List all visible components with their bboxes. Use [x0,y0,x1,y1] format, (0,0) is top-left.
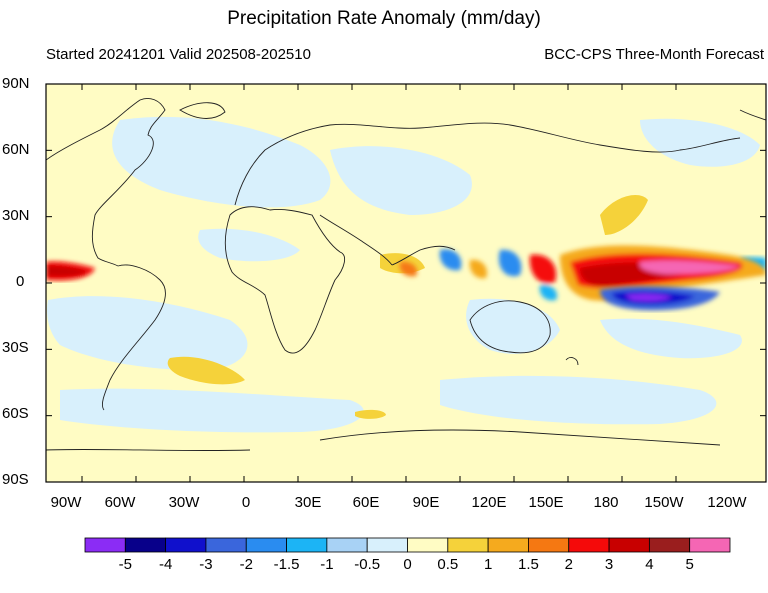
colorbar-label: -1.5 [273,556,300,573]
lat-label-60s: 60S [2,405,29,422]
lon-label-30e: 30E [294,494,322,511]
lat-label-60n: 60N [2,141,30,158]
colorbar-swatch [245,537,287,553]
maritime-continent-mixed [399,249,558,301]
lon-label-120e: 120E [471,494,507,511]
colorbar-swatch [447,537,489,553]
colorbar-swatch [689,537,731,553]
colorbar-label: 0 [403,556,412,573]
lat-label-90n: 90N [2,75,30,92]
colorbar-label: 1 [483,556,493,573]
colorbar-label: 2 [564,556,573,573]
axis-ticks [46,83,766,483]
pacific-positive-band [560,245,766,301]
colorbar-swatch [205,537,247,553]
colorbar-swatch [568,537,610,553]
colorbar-swatch [407,537,449,553]
weak-negative-regions [47,116,760,433]
colorbar-swatch [608,537,650,553]
coastlines [46,98,766,452]
subtitle-model: BCC-CPS Three-Month Forecast [544,46,764,63]
colorbar-swatch [286,537,328,553]
lat-label-90s: 90S [2,471,29,488]
colorbar-swatch [487,537,529,553]
lon-label-150e: 150E [528,494,564,511]
colorbar-swatch [528,537,570,553]
lat-label-0: 0 [16,273,25,290]
map-title: Precipitation Rate Anomaly (mm/day) [227,8,541,29]
colorbar-swatch [165,537,207,553]
colorbar-label: -0.5 [354,556,381,573]
lon-label-90e: 90E [412,494,440,511]
colorbar-swatch [84,537,126,553]
colorbar-swatch [326,537,368,553]
lon-label-180: 180 [593,494,619,511]
lon-label-90w: 90W [50,494,82,511]
lon-label-150w: 150W [644,494,684,511]
colorbar-label: 4 [645,556,654,573]
subtitle-dates: Started 20241201 Valid 202508-202510 [46,46,311,63]
colorbar-label: 0.5 [437,556,459,573]
colorbar-label: 5 [685,556,694,573]
lat-label-30n: 30N [2,207,30,224]
anomaly-field [46,116,766,433]
pacific-negative-band [600,286,720,311]
colorbar-label: -3 [199,556,213,573]
colorbar-swatch [648,537,691,553]
colorbar-label: 1.5 [518,556,539,573]
colorbar-label: -4 [158,556,173,573]
colorbar-swatch [124,537,167,553]
colorbar-swatch [366,537,408,553]
colorbar-label: -2 [239,556,253,573]
lon-label-60w: 60W [104,494,136,511]
moderate-positive-regions [167,195,648,419]
lon-label-60e: 60E [352,494,380,511]
colorbar-label: -1 [320,556,334,573]
colorbar-label: -5 [118,556,132,573]
lon-label-0: 0 [241,494,251,511]
lon-label-30w: 30W [168,494,200,511]
lon-label-120w: 120W [707,494,747,511]
colorbar-label: 3 [604,556,614,573]
colorbar [84,537,731,553]
lat-label-30s: 30S [2,339,29,356]
